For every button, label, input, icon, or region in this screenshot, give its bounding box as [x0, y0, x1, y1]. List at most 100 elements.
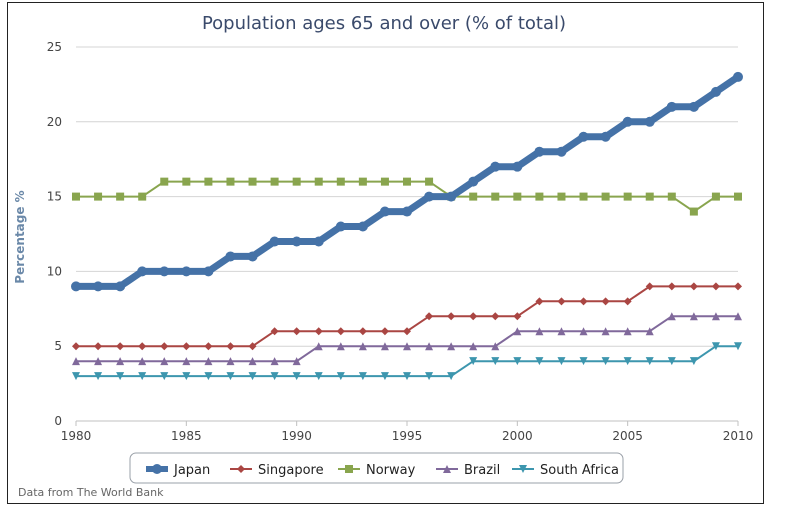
- japan-point: [335, 221, 346, 232]
- norway-point: [160, 177, 169, 186]
- series-south-africa: [72, 342, 742, 381]
- norway-point: [689, 207, 698, 216]
- japan-point: [534, 146, 545, 157]
- norway-point: [645, 192, 654, 201]
- brazil-point: [248, 357, 257, 366]
- norway-point: [469, 192, 478, 201]
- singapore-point: [138, 342, 147, 351]
- norway-point: [314, 177, 323, 186]
- japan-point: [556, 146, 567, 157]
- singapore-point: [601, 297, 610, 306]
- south-africa-point: [469, 357, 478, 366]
- south-africa-point: [336, 372, 345, 381]
- japan-point: [600, 131, 611, 142]
- japan-point: [159, 266, 170, 277]
- norway-point: [667, 192, 676, 201]
- brazil-point: [204, 357, 213, 366]
- norway-point: [535, 192, 544, 201]
- singapore-point: [623, 297, 632, 306]
- brazil-point: [425, 342, 434, 351]
- japan-point: [578, 131, 589, 142]
- south-africa-point: [380, 372, 389, 381]
- singapore-point: [358, 327, 367, 336]
- legend-item-singapore[interactable]: Singapore: [230, 463, 324, 478]
- south-africa-point: [667, 357, 676, 366]
- brazil-point: [535, 327, 544, 336]
- norway-point: [579, 192, 588, 201]
- norway-point: [623, 192, 632, 201]
- south-africa-point: [358, 372, 367, 381]
- series-brazil: [72, 312, 742, 366]
- legend-marker: [519, 465, 527, 473]
- chart-frame: Population ages 65 and over (% of total)…: [7, 2, 764, 504]
- japan-point: [424, 191, 435, 202]
- south-africa-point: [689, 357, 698, 366]
- brazil-point: [513, 327, 522, 336]
- singapore-point: [270, 327, 279, 336]
- y-axis-ticks: 0 5 10 15 20 25: [47, 40, 62, 428]
- series-singapore: [72, 282, 742, 351]
- brazil-point: [579, 327, 588, 336]
- legend-item-brazil[interactable]: Brazil: [436, 463, 500, 478]
- legend-marker: [237, 465, 245, 473]
- singapore-point: [292, 327, 301, 336]
- singapore-point: [226, 342, 235, 351]
- norway-point: [380, 177, 389, 186]
- brazil-point: [72, 357, 80, 366]
- norway-point: [513, 192, 522, 201]
- singapore-point: [689, 282, 698, 291]
- norway-point: [116, 192, 125, 201]
- brazil-point: [138, 357, 147, 366]
- japan-point: [512, 161, 523, 172]
- japan-point: [269, 236, 280, 247]
- japan-point: [710, 86, 721, 97]
- brazil-point: [116, 357, 125, 366]
- south-africa-point: [94, 372, 103, 381]
- x-tick-label: 1980: [61, 429, 92, 443]
- norway-point: [734, 192, 742, 201]
- south-africa-point: [182, 372, 191, 381]
- legend-item-japan[interactable]: Japan: [146, 463, 210, 478]
- brazil-point: [160, 357, 169, 366]
- singapore-point: [204, 342, 213, 351]
- south-africa-point: [248, 372, 257, 381]
- y-tick-label: 25: [47, 40, 62, 54]
- x-tick-label: 2005: [612, 429, 643, 443]
- legend-label: Singapore: [258, 463, 324, 478]
- x-tick-label: 2000: [502, 429, 533, 443]
- singapore-point: [94, 342, 103, 351]
- singapore-line: [75, 285, 739, 348]
- singapore-point: [513, 312, 522, 321]
- legend-marker: [443, 465, 451, 473]
- japan-point: [644, 116, 655, 127]
- south-africa-point: [138, 372, 147, 381]
- south-africa-point: [734, 342, 742, 351]
- norway-point: [226, 177, 235, 186]
- japan-point: [490, 161, 501, 172]
- norway-point: [491, 192, 500, 201]
- legend-item-norway[interactable]: Norway: [338, 463, 416, 478]
- south-africa-point: [204, 372, 213, 381]
- south-africa-point: [579, 357, 588, 366]
- brazil-line: [75, 315, 739, 363]
- chart-title: Population ages 65 and over (% of total): [202, 13, 566, 34]
- brazil-point: [292, 357, 301, 366]
- y-tick-label: 15: [47, 190, 62, 204]
- japan-point: [688, 101, 699, 112]
- japan-point: [203, 266, 214, 277]
- norway-point: [601, 192, 610, 201]
- japan-point: [247, 251, 258, 262]
- norway-point: [204, 177, 213, 186]
- japan-point: [93, 281, 104, 292]
- south-africa-point: [557, 357, 566, 366]
- norway-point: [292, 177, 301, 186]
- norway-point: [711, 192, 720, 201]
- brazil-point: [314, 342, 323, 351]
- legend-item-south-africa[interactable]: South Africa: [512, 463, 619, 478]
- singapore-point: [160, 342, 169, 351]
- south-africa-point: [226, 372, 235, 381]
- legend: Japan Singapore Norway Brazil South Africa: [129, 452, 624, 484]
- norway-point: [358, 177, 367, 186]
- norway-point: [248, 177, 257, 186]
- south-africa-point: [513, 357, 522, 366]
